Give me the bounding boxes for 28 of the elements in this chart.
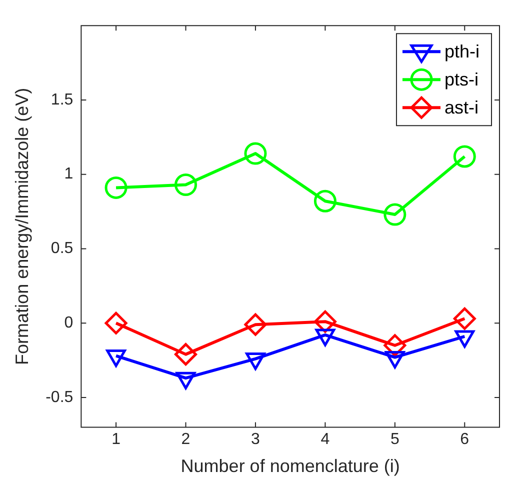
y-tick-label: 1 xyxy=(64,166,74,183)
y-tick-label: 1.5 xyxy=(50,91,74,108)
x-tick-label: 2 xyxy=(181,431,190,448)
y-axis-title: Formation energy/Immidazole (eV) xyxy=(12,88,32,365)
x-tick-label: 3 xyxy=(251,431,260,448)
point xyxy=(453,145,476,168)
point xyxy=(176,372,196,390)
point xyxy=(104,176,128,199)
y-tick-label: 0 xyxy=(64,314,74,332)
point xyxy=(315,328,336,346)
legend-label: pts-i xyxy=(444,70,478,90)
x-tick-label: 5 xyxy=(390,431,400,448)
point xyxy=(454,330,475,348)
point xyxy=(385,351,405,369)
x-tick-label: 1 xyxy=(112,431,121,448)
y-tick-label: 0.5 xyxy=(50,240,74,258)
legend-label: pth-i xyxy=(444,42,480,62)
x-tick-label: 6 xyxy=(460,431,470,448)
x-tick-label: 4 xyxy=(320,431,330,448)
y-tick-label: -0.5 xyxy=(46,388,74,406)
x-axis-title: Number of nomenclature (i) xyxy=(180,456,400,476)
point xyxy=(384,203,406,226)
point xyxy=(314,190,336,212)
point xyxy=(246,352,266,370)
point xyxy=(174,174,198,196)
point xyxy=(244,142,267,165)
point xyxy=(106,350,126,368)
legend-label: ast-i xyxy=(444,98,478,118)
